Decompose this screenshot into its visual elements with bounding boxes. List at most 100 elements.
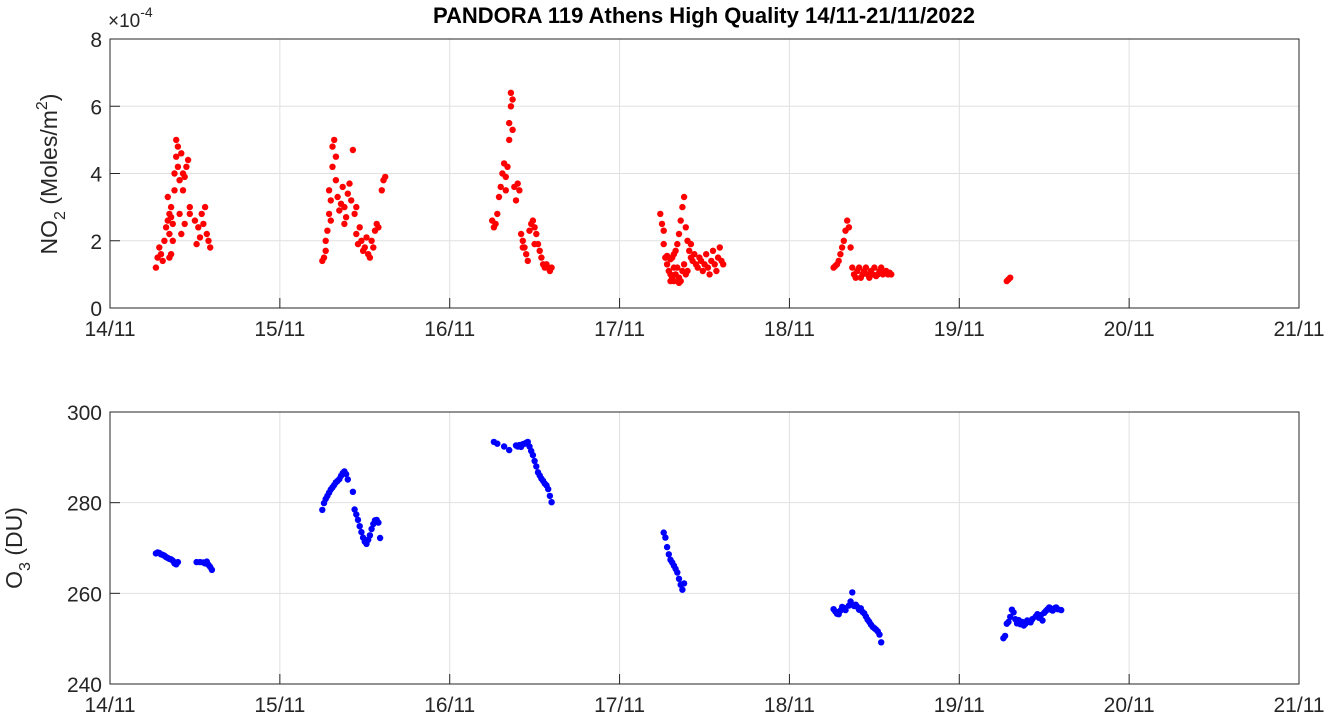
no2-point (716, 244, 723, 251)
no2-point (660, 240, 667, 248)
no2-point (178, 150, 185, 157)
no2-point (327, 217, 334, 224)
no2-point (502, 187, 509, 194)
no2-point (322, 237, 329, 244)
o3-point (529, 451, 537, 459)
no2-point (871, 264, 878, 271)
no2-point (682, 224, 689, 231)
no2-point (845, 224, 853, 231)
no2-point (657, 210, 664, 218)
o3-point (662, 534, 669, 541)
no2-point (538, 254, 545, 261)
no2-point (658, 220, 666, 228)
no2-point (517, 230, 525, 238)
no2-point (680, 261, 688, 268)
o3-point (1058, 606, 1065, 614)
no2-point (849, 264, 856, 271)
no2-point (670, 264, 678, 271)
x-tick-label: 19/11 (934, 694, 985, 717)
o3-point (208, 566, 216, 573)
o3-point (376, 534, 384, 542)
no2-point (677, 217, 684, 224)
o3-point (842, 606, 849, 614)
no2-exponent-label: ×10-4 (108, 4, 153, 32)
no2-point (325, 187, 333, 194)
o3-point (358, 528, 365, 536)
o3-point (366, 532, 374, 539)
no2-point (205, 237, 212, 244)
x-tick-label: 15/11 (254, 694, 305, 717)
y-tick-label: 260 (67, 583, 102, 606)
no2-point (366, 254, 374, 261)
no2-point (516, 187, 523, 194)
x-tick-label: 18/11 (764, 318, 815, 341)
o3-point (878, 639, 885, 646)
o3-point (533, 463, 540, 470)
no2-point (837, 251, 844, 258)
no2-point (361, 244, 368, 251)
x-tick-label: 16/11 (424, 318, 475, 341)
no2-point (178, 230, 185, 238)
no2-point (509, 96, 516, 103)
no2-point (506, 136, 513, 144)
no2-point (171, 170, 178, 177)
no2-point (157, 251, 165, 258)
x-tick-label: 15/11 (254, 318, 305, 341)
no2-point (679, 203, 686, 211)
no2-point (344, 190, 351, 197)
o3-point (342, 470, 350, 478)
o3-point (319, 506, 326, 514)
no2-point (195, 224, 202, 231)
no2-point (349, 146, 357, 154)
no2-point (198, 210, 205, 218)
no2-point (694, 264, 701, 271)
no2-point (684, 267, 691, 275)
no2-point (353, 230, 360, 238)
no2-point (169, 220, 176, 228)
o3-point (1039, 617, 1046, 624)
no2-point (156, 244, 163, 251)
chart-title: PANDORA 119 Athens High Quality 14/11-21… (433, 3, 975, 28)
no2-point (341, 203, 348, 211)
o3-point (545, 485, 552, 493)
o3-point (675, 575, 683, 582)
y-tick-label: 240 (67, 674, 102, 697)
no2-point (174, 163, 182, 170)
no2-point (329, 143, 336, 150)
o3-points (152, 438, 1065, 646)
x-tick-label: 21/11 (1274, 318, 1325, 341)
o3-gridlines (109, 411, 1300, 685)
no2-point (495, 193, 503, 201)
no2-point (332, 177, 340, 184)
no2-ylabel-group: NO2 (Moles/m2) (34, 94, 69, 255)
no2-point (509, 126, 516, 133)
no2-point (348, 197, 355, 204)
no2-point (706, 271, 713, 278)
no2-point (167, 214, 175, 221)
no2-point (370, 244, 377, 251)
no2-point (339, 183, 346, 191)
no2-point (375, 224, 382, 231)
o3-axes-frame (109, 411, 1300, 685)
no2-point (332, 153, 340, 160)
no2-point (852, 274, 859, 281)
no2-point (519, 244, 526, 251)
no2-point (494, 210, 501, 218)
o3-point (680, 580, 688, 587)
no2-point (855, 264, 863, 271)
no2-point (699, 267, 706, 275)
y-tick-label: 280 (67, 493, 102, 516)
no2-point (514, 180, 521, 187)
no2-point (835, 257, 842, 265)
no2-points (152, 89, 1014, 286)
no2-point (200, 220, 207, 228)
o3-point (849, 589, 856, 596)
no2-point (159, 257, 166, 265)
no2-point (680, 193, 688, 201)
no2-point (342, 214, 350, 221)
no2-point (186, 210, 193, 218)
no2-point (203, 230, 210, 238)
no2-ylabel: NO2 (Moles/m2) (34, 94, 69, 255)
no2-point (329, 163, 336, 170)
